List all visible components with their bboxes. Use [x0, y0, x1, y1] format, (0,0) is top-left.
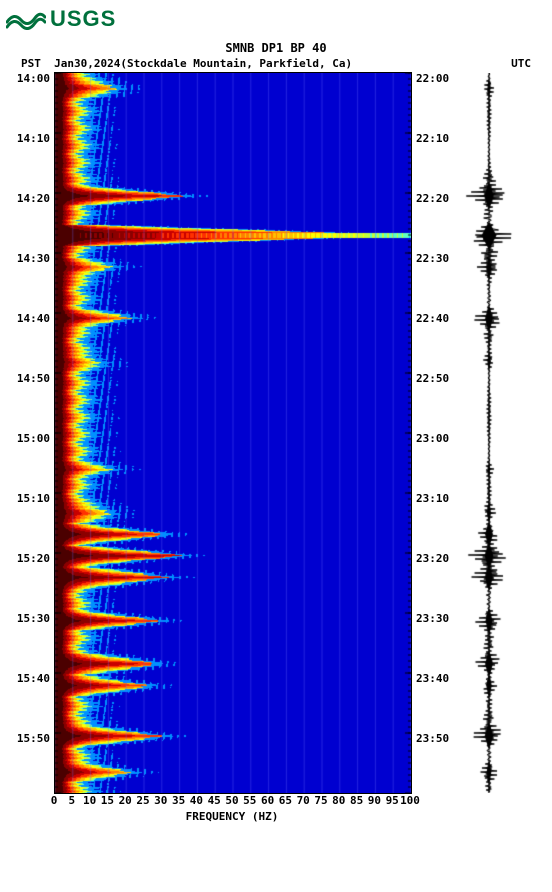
y-axis-right-utc: 22:0022:1022:2022:3022:4022:5023:0023:10… — [412, 72, 456, 792]
seismogram-canvas — [460, 72, 518, 794]
chart-area: 14:0014:1014:2014:3014:4014:5015:0015:10… — [6, 72, 546, 823]
plot-title: SMNB DP1 BP 40 — [6, 40, 546, 57]
usgs-logo: USGS — [6, 6, 546, 32]
tz-right-label: UTC — [511, 57, 531, 70]
usgs-logo-text: USGS — [50, 6, 116, 32]
usgs-wave-icon — [6, 8, 46, 30]
spectrogram-canvas — [54, 72, 412, 794]
x-axis-label: FREQUENCY (HZ) — [54, 810, 410, 823]
tz-left-label: PST Jan30,2024(Stockdale Mountain, Parkf… — [21, 57, 352, 70]
x-axis-frequency: 0510152025303540455055606570758085909510… — [54, 794, 410, 810]
y-axis-left-pst: 14:0014:1014:2014:3014:4014:5015:0015:10… — [6, 72, 54, 792]
